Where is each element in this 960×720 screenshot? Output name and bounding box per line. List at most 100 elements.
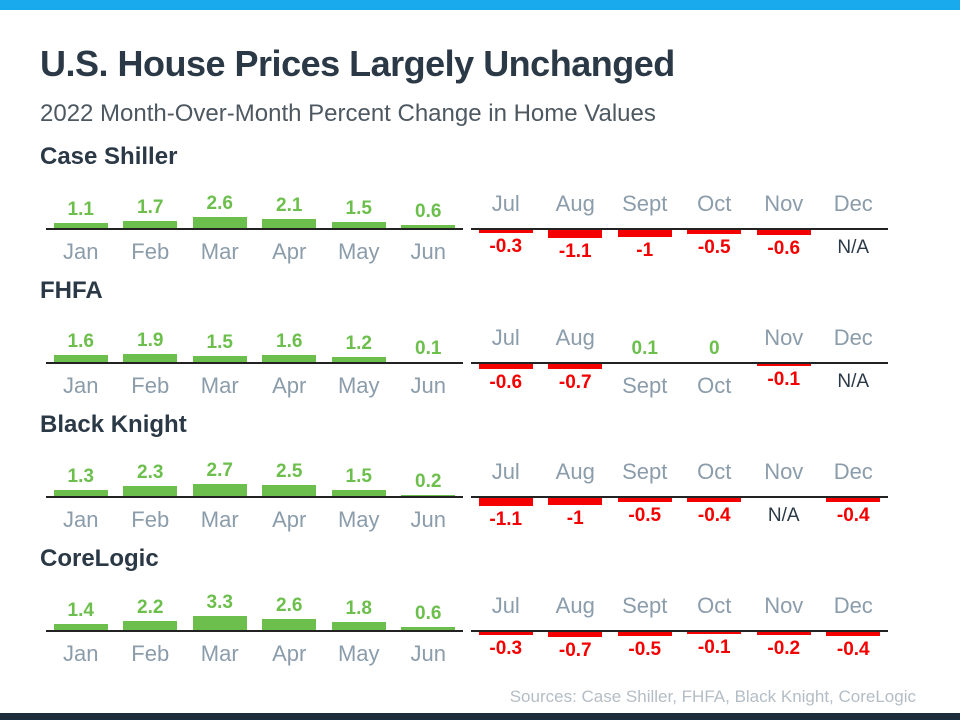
month-label: Mar: [200, 239, 239, 265]
value-label: -0.4: [697, 505, 731, 527]
month-label: Feb: [131, 507, 170, 533]
series-heading-corelogic: CoreLogic: [40, 545, 159, 573]
month-column-top-apr: 2.6: [255, 578, 325, 631]
month-label: Oct: [697, 459, 732, 485]
month-column-top-jun: 0.6: [394, 176, 464, 229]
month-column-top-mar: 2.6: [185, 176, 255, 229]
month-column-top-jul: Jul: [471, 578, 541, 630]
month-label: Oct: [697, 373, 732, 399]
value-label: 1.3: [67, 466, 94, 488]
month-column-top-oct: Oct: [680, 444, 750, 496]
month-column-bottom-jun: Jun: [394, 230, 464, 278]
bar-positive: [123, 221, 178, 229]
value-label: -1: [636, 240, 654, 262]
month-column-top-feb: 2.3: [116, 444, 186, 497]
month-label: Dec: [833, 459, 873, 485]
value-label: -0.2: [767, 638, 801, 660]
bar-positive: [192, 217, 247, 229]
value-label: 0: [708, 338, 720, 360]
chart-row-case-shiller: 1.1 1.7 2.6 2.1 1.5 0.6 Jan Feb Mar Apr May Jun Jul A…: [40, 176, 920, 278]
month-label: Jul: [491, 459, 520, 485]
page-subtitle: 2022 Month-Over-Month Percent Change in …: [40, 99, 656, 127]
bar-negative: [756, 364, 811, 367]
chart-row-black-knight: 1.3 2.3 2.7 2.5 1.5 0.2 Jan Feb Mar Apr May Jun Jul A…: [40, 444, 920, 546]
baseline: [471, 362, 888, 365]
above-baseline-zone: 1.6 1.9 1.5 1.6 1.2 0.1: [46, 310, 463, 363]
month-column-bottom-dec: -0.4: [819, 498, 889, 546]
bar-negative: [478, 364, 533, 370]
month-column-top-may: 1.2: [324, 310, 394, 363]
bar-positive: [123, 621, 178, 631]
value-label: -1: [566, 508, 584, 530]
page-content: U.S. House Prices Largely Unchanged 2022…: [0, 10, 960, 680]
month-column-top-jan: 1.4: [46, 578, 116, 631]
above-baseline-zone: Jul Aug 0.1 0 Nov Dec: [471, 310, 888, 362]
month-column-top-sept: Sept: [610, 444, 680, 496]
month-label: Mar: [200, 641, 239, 667]
bar-positive: [53, 355, 108, 363]
value-label: -0.3: [489, 638, 523, 660]
chart-half-right: Jul Aug Sept Oct Nov Dec -0.3 -1.1 -1 -0.5 -0.6 N/A: [471, 176, 888, 278]
value-label: -0.4: [836, 639, 870, 661]
month-label: May: [337, 507, 380, 533]
below-baseline-zone: Jan Feb Mar Apr May Jun: [46, 364, 463, 412]
month-label: Feb: [131, 239, 170, 265]
month-label: Apr: [272, 641, 307, 667]
value-label: 1.4: [67, 600, 94, 622]
below-baseline-zone: -0.6 -0.7 Sept Oct -0.1 N/A: [471, 364, 888, 412]
value-label: -1.1: [558, 241, 592, 263]
month-column-bottom-dec: -0.4: [819, 632, 889, 680]
month-column-top-feb: 2.2: [116, 578, 186, 631]
bar-positive: [401, 627, 456, 631]
value-label: -0.5: [628, 639, 662, 661]
month-label: Jun: [410, 373, 446, 399]
month-label: Jan: [63, 239, 99, 265]
bar-positive: [331, 622, 386, 631]
baseline: [471, 496, 888, 499]
value-label: 0.6: [415, 201, 442, 223]
month-column-bottom-aug: -0.7: [541, 364, 611, 412]
above-baseline-zone: 1.1 1.7 2.6 2.1 1.5 0.6: [46, 176, 464, 229]
month-column-top-jun: 0.2: [394, 444, 464, 497]
month-label: Jan: [63, 641, 99, 667]
month-column-bottom-apr: Apr: [255, 498, 325, 546]
bar-negative: [826, 632, 881, 637]
month-label: Jul: [491, 325, 520, 351]
series-section-black-knight: Black Knight 1.3 2.3 2.7 2.5 1.5 0.2 Jan Feb Mar A…: [40, 412, 920, 546]
month-column-bottom-mar: Mar: [185, 632, 255, 680]
month-label: Sept: [622, 459, 668, 485]
month-label: Nov: [764, 459, 804, 485]
month-column-top-jan: 1.6: [46, 310, 116, 363]
chart-half-left: 1.3 2.3 2.7 2.5 1.5 0.2 Jan Feb Mar Apr May Jun: [46, 444, 463, 546]
bar-negative: [756, 230, 811, 236]
month-column-top-dec: Dec: [819, 310, 889, 362]
value-label: 1.6: [67, 331, 94, 353]
month-column-top-may: 1.5: [324, 176, 394, 229]
value-label: 3.3: [206, 592, 233, 614]
month-column-top-nov: Nov: [749, 310, 819, 362]
month-label: Oct: [697, 191, 732, 217]
chart-row-fhfa: 1.6 1.9 1.5 1.6 1.2 0.1 Jan Feb Mar Apr May Jun Jul A…: [40, 310, 920, 412]
month-column-top-sept: 0.1: [610, 310, 680, 362]
month-label: Jul: [491, 191, 520, 217]
month-column-bottom-jun: Jun: [394, 364, 464, 412]
month-column-bottom-feb: Feb: [116, 498, 186, 546]
below-baseline-zone: Jan Feb Mar Apr May Jun: [46, 230, 463, 278]
month-column-top-dec: Dec: [819, 176, 889, 228]
chart-half-right: Jul Aug Sept Oct Nov Dec -1.1 -1 -0.5 -0.4 N/A -0.4: [471, 444, 888, 546]
above-baseline-zone: Jul Aug Sept Oct Nov Dec: [471, 176, 888, 228]
bar-positive: [331, 222, 386, 229]
chart-half-right: Jul Aug Sept Oct Nov Dec -0.3 -0.7 -0.5 -0.1 -0.2-…: [471, 578, 888, 680]
chart-half-left: 1.1 1.7 2.6 2.1 1.5 0.6 Jan Feb Mar Apr May Jun: [46, 176, 463, 278]
below-baseline-zone: Jan Feb Mar Apr May Jun: [46, 498, 463, 546]
month-column-bottom-apr: Apr: [255, 632, 325, 680]
value-label: 1.5: [345, 466, 372, 488]
month-column-bottom-mar: Mar: [185, 498, 255, 546]
value-label: -0.6: [767, 238, 801, 260]
bar-negative: [687, 498, 742, 503]
value-label: -0.3: [489, 236, 523, 258]
month-column-bottom-may: May: [324, 364, 394, 412]
month-label: Oct: [697, 593, 732, 619]
month-column-bottom-nov: -0.1: [749, 364, 819, 412]
series-heading-fhfa: FHFA: [40, 277, 103, 305]
